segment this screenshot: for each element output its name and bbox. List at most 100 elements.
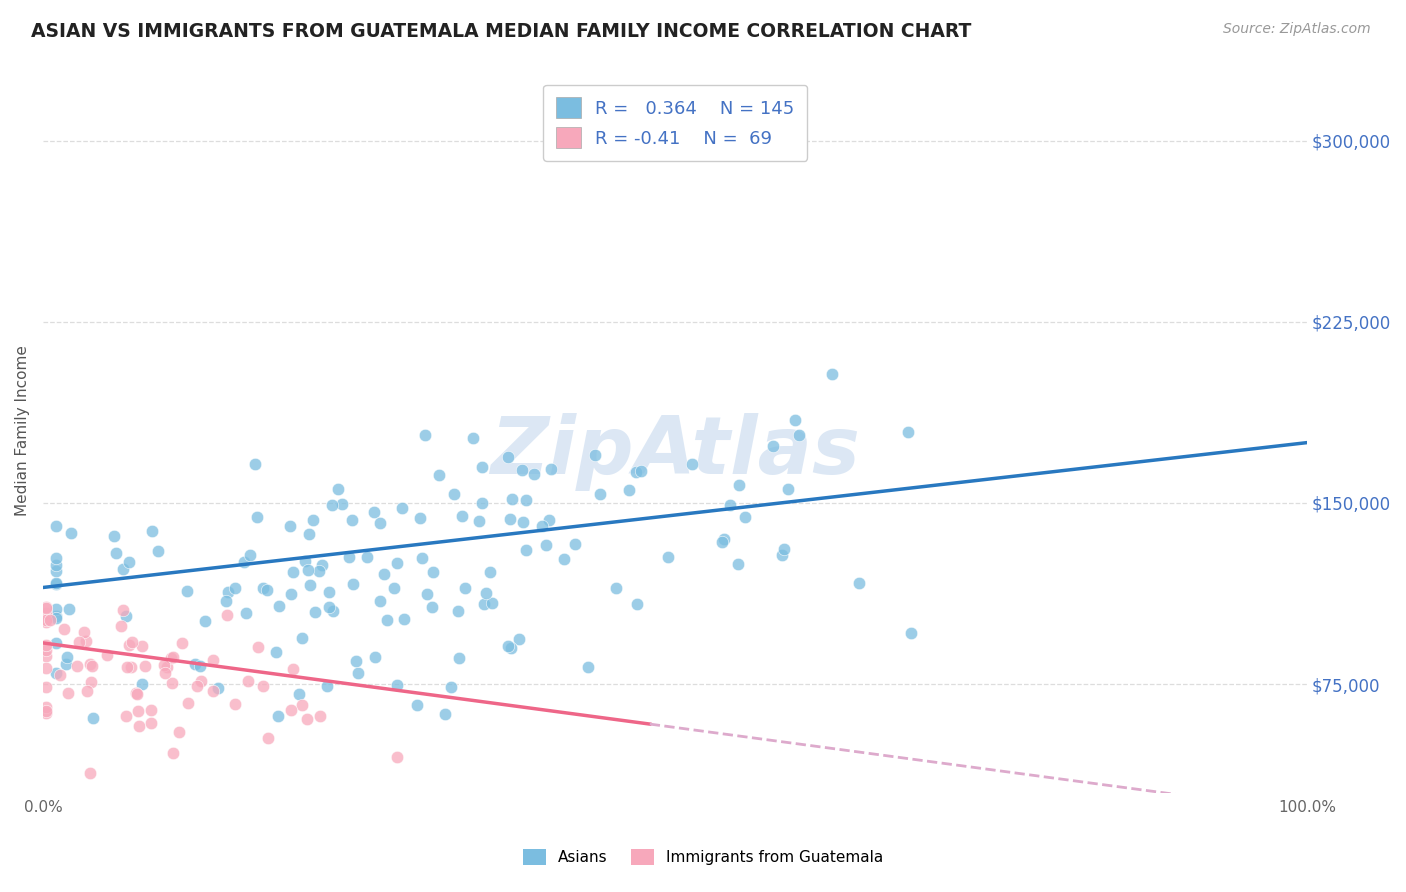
Point: [45, 575, 67, 590]
Point: [478, 565, 501, 579]
Point: [96, 648, 118, 663]
Point: [311, 558, 333, 572]
Point: [35, 643, 58, 657]
Point: [35, 700, 58, 714]
Point: [728, 477, 751, 491]
Point: [515, 492, 537, 507]
Point: [35, 613, 58, 627]
Point: [496, 639, 519, 653]
Point: [52, 622, 75, 636]
Point: [79, 657, 101, 671]
Point: [387, 750, 409, 764]
Point: [318, 585, 340, 599]
Point: [291, 631, 314, 645]
Point: [368, 594, 391, 608]
Point: [256, 731, 278, 745]
Point: [117, 556, 139, 570]
Point: [447, 604, 470, 618]
Point: [302, 513, 325, 527]
Point: [624, 465, 647, 479]
Point: [79, 765, 101, 780]
Point: [583, 448, 606, 462]
Point: [35, 638, 58, 652]
Point: [56, 649, 79, 664]
Point: [761, 439, 783, 453]
Point: [472, 598, 495, 612]
Point: [235, 607, 257, 621]
Point: [515, 543, 537, 558]
Point: [82, 659, 104, 673]
Point: [523, 467, 546, 482]
Point: [281, 565, 304, 579]
Point: [201, 684, 224, 698]
Point: [35, 704, 58, 718]
Point: [433, 707, 456, 722]
Point: [605, 581, 627, 595]
Point: [298, 578, 321, 592]
Point: [471, 496, 494, 510]
Point: [475, 586, 498, 600]
Point: [114, 609, 136, 624]
Point: [72, 624, 94, 639]
Point: [295, 712, 318, 726]
Point: [201, 653, 224, 667]
Point: [409, 511, 432, 525]
Point: [734, 510, 756, 524]
Point: [224, 698, 246, 712]
Point: [103, 529, 125, 543]
Point: [394, 611, 416, 625]
Point: [626, 597, 648, 611]
Point: [315, 679, 337, 693]
Point: [45, 577, 67, 591]
Point: [337, 550, 360, 565]
Point: [252, 679, 274, 693]
Point: [45, 519, 67, 533]
Point: [256, 582, 278, 597]
Point: [232, 555, 254, 569]
Point: [120, 660, 142, 674]
Point: [322, 604, 344, 618]
Point: [124, 686, 146, 700]
Point: [141, 524, 163, 538]
Point: [373, 567, 395, 582]
Point: [111, 603, 134, 617]
Point: [297, 563, 319, 577]
Point: [148, 544, 170, 558]
Point: [710, 535, 733, 549]
Point: [35, 648, 58, 663]
Point: [45, 611, 67, 625]
Point: [131, 639, 153, 653]
Point: [45, 609, 67, 624]
Point: [252, 581, 274, 595]
Point: [821, 368, 844, 382]
Point: [308, 709, 330, 723]
Point: [375, 613, 398, 627]
Point: [35, 606, 58, 620]
Point: [45, 666, 67, 681]
Point: [190, 673, 212, 688]
Point: [194, 614, 217, 628]
Point: [454, 581, 477, 595]
Point: [76, 684, 98, 698]
Point: [115, 659, 138, 673]
Point: [318, 599, 340, 614]
Point: [576, 660, 599, 674]
Text: Source: ZipAtlas.com: Source: ZipAtlas.com: [1223, 22, 1371, 37]
Point: [783, 412, 806, 426]
Point: [382, 581, 405, 595]
Point: [413, 428, 436, 442]
Point: [538, 512, 561, 526]
Point: [461, 431, 484, 445]
Point: [115, 709, 138, 723]
Point: [110, 619, 132, 633]
Point: [127, 704, 149, 718]
Point: [416, 587, 439, 601]
Point: [156, 660, 179, 674]
Point: [530, 519, 553, 533]
Point: [617, 483, 640, 497]
Point: [770, 548, 793, 562]
Point: [190, 658, 212, 673]
Point: [66, 659, 89, 673]
Point: [239, 548, 262, 562]
Point: [534, 538, 557, 552]
